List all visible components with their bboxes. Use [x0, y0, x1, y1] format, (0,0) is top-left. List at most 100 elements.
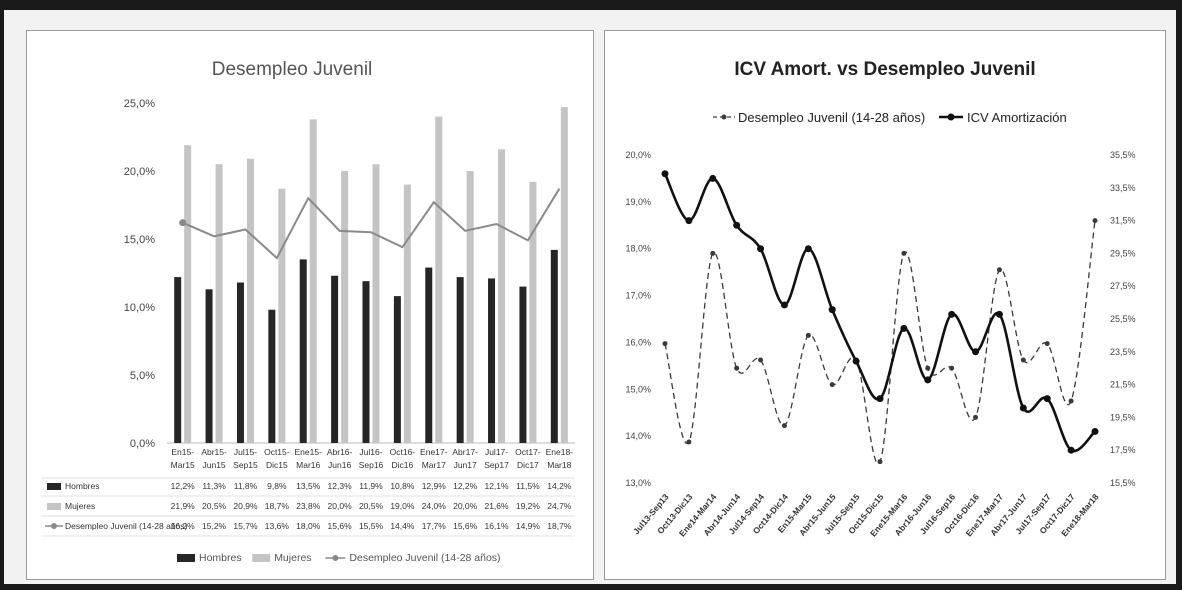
- icv-point: [924, 376, 932, 384]
- bar-mujeres: [246, 158, 254, 443]
- icv-point: [1019, 404, 1027, 412]
- bar-mujeres: [466, 171, 474, 443]
- table-cell: 12,9%: [422, 481, 447, 491]
- y-left-tick-label: 17,0%: [625, 291, 651, 301]
- x-tick-label: Dic15: [266, 460, 288, 470]
- desempleo-point: [925, 365, 931, 371]
- y-tick-label: 20,0%: [124, 166, 155, 178]
- legend-marker: [332, 555, 339, 561]
- legend-label: Desempleo Juvenil (14-28 años): [738, 110, 925, 125]
- bar-hombres: [205, 289, 213, 443]
- x-tick-label: Mar15: [171, 460, 195, 470]
- table-cell: 16,1%: [484, 521, 509, 531]
- x-tick-label: Oct16-: [390, 447, 416, 457]
- icv-point: [757, 245, 765, 253]
- desempleo-point: [781, 423, 787, 429]
- y-tick-label: 0,0%: [130, 438, 155, 450]
- bar-hombres: [236, 282, 244, 443]
- y-right-tick-label: 29,5%: [1110, 248, 1136, 258]
- table-row-label: Hombres: [65, 481, 99, 491]
- legend-label: Desempleo Juvenil (14-28 años): [349, 552, 500, 564]
- table-cell: 15,7%: [233, 521, 258, 531]
- bar-hombres: [425, 267, 433, 443]
- x-tick-label: Abr15-: [201, 447, 227, 457]
- desempleo-point: [805, 332, 811, 338]
- y-right-tick-label: 17,5%: [1110, 445, 1136, 455]
- table-cell: 20,5%: [359, 501, 384, 511]
- y-right-tick-label: 23,5%: [1110, 347, 1136, 357]
- desempleo-point: [901, 250, 907, 256]
- x-tick-label: Oct15-: [264, 447, 290, 457]
- icv-point: [685, 217, 693, 225]
- table-cell: 11,9%: [359, 481, 383, 491]
- icv-vs-unemployment-svg: ICV Amort. vs Desempleo Juvenil Desemple…: [625, 59, 1136, 538]
- table-cell: 11,5%: [516, 481, 540, 491]
- icv-point: [995, 310, 1003, 318]
- y-left-tick-label: 15,0%: [625, 384, 651, 394]
- y-tick-label: 10,0%: [124, 302, 155, 314]
- icv-point: [876, 395, 884, 403]
- table-cell: 15,2%: [202, 521, 227, 531]
- desempleo-point: [1068, 398, 1074, 404]
- desempleo-point: [734, 365, 740, 371]
- x-tick-label: Mar16: [296, 460, 320, 470]
- bar-hombres: [393, 296, 401, 443]
- x-tick-label: Jun15: [202, 460, 225, 470]
- y-right-tick-label: 19,5%: [1110, 412, 1136, 422]
- desempleo-point: [662, 341, 668, 347]
- bar-mujeres: [341, 171, 349, 443]
- icv-point: [804, 245, 812, 253]
- x-tick-label: Abr16-: [327, 447, 353, 457]
- y-tick-label: 25,0%: [124, 98, 155, 110]
- desempleo-point: [996, 267, 1002, 273]
- line-point: [179, 219, 187, 227]
- y-left-tick-label: 19,0%: [625, 197, 651, 207]
- table-cell: 15,6%: [328, 521, 353, 531]
- table-key-swatch: [47, 503, 61, 510]
- bar-mujeres: [215, 164, 223, 443]
- desempleo-point: [949, 365, 955, 371]
- table-cell: 17,7%: [422, 521, 447, 531]
- x-tick-label: Ene15-: [295, 447, 323, 457]
- y-right-tick-label: 15,5%: [1110, 478, 1136, 488]
- y-right-tick-label: 33,5%: [1110, 183, 1136, 193]
- youth-unemployment-chart: Desempleo Juvenil 0,0% 5,0% 10,0% 15,0% 20,0…: [26, 30, 594, 580]
- table-cell: 14,4%: [390, 521, 415, 531]
- table-cell: 13,5%: [296, 481, 321, 491]
- icv-point: [780, 301, 788, 309]
- desempleo-point: [1044, 341, 1050, 347]
- x-tick-label: Ene17-: [420, 447, 448, 457]
- desempleo-point: [877, 459, 883, 465]
- x-tick-label: Jul17-: [485, 447, 508, 457]
- desempleo-point: [758, 357, 764, 363]
- table-cell: 14,9%: [516, 521, 541, 531]
- desempleo-point: [1092, 218, 1098, 224]
- bar-hombres: [550, 249, 558, 443]
- chart-title: ICV Amort. vs Desempleo Juvenil: [734, 59, 1035, 80]
- table-cell: 13,6%: [265, 521, 290, 531]
- table-cell: 15,5%: [359, 521, 384, 531]
- bar-hombres: [174, 277, 182, 443]
- table-cell: 18,7%: [265, 501, 290, 511]
- legend-marker: [721, 114, 727, 120]
- x-tick-label: Abr17-: [452, 447, 478, 457]
- desempleo-point: [686, 439, 692, 445]
- table-cell: 16,2%: [171, 521, 196, 531]
- table-key-marker: [51, 523, 57, 529]
- icv-point: [972, 348, 980, 356]
- table-cell: 24,0%: [422, 501, 447, 511]
- line-series-desempleo: [664, 220, 1096, 465]
- bar-mujeres: [560, 107, 568, 443]
- y-right-tick-label: 35,5%: [1110, 150, 1136, 160]
- table-cell: 12,1%: [484, 481, 509, 491]
- bar-mujeres: [278, 188, 286, 443]
- chart-title: Desempleo Juvenil: [212, 59, 373, 80]
- table-cell: 20,5%: [202, 501, 227, 511]
- y-left-tick-label: 16,0%: [625, 337, 651, 347]
- y-left-tick-label: 20,0%: [625, 150, 651, 160]
- table-cell: 11,8%: [234, 481, 258, 491]
- x-tick-label: Jun17: [454, 460, 477, 470]
- table-cell: 12,2%: [171, 481, 196, 491]
- table-cell: 19,0%: [390, 501, 415, 511]
- y-tick-label: 5,0%: [130, 370, 155, 382]
